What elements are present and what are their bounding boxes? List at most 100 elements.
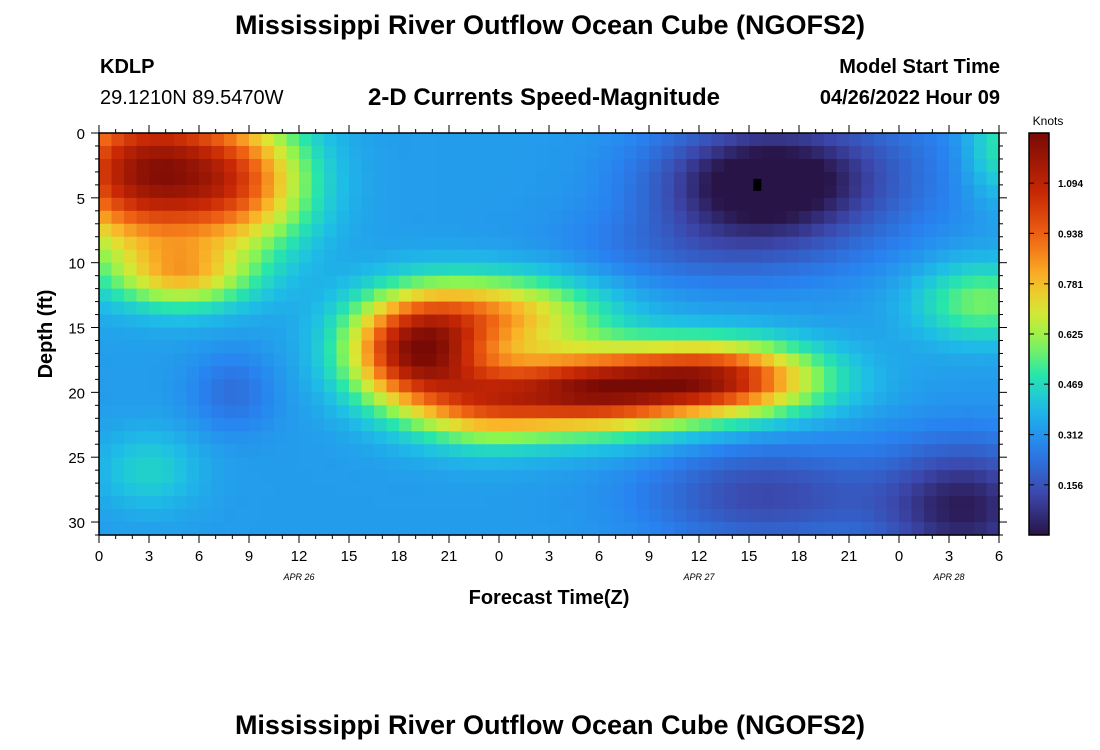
heatmap-cell [749,353,763,368]
heatmap-cell [936,184,950,199]
heatmap-cell [924,353,938,368]
heatmap-cell [399,249,413,264]
heatmap-cell [536,262,550,277]
heatmap-cell [786,496,800,510]
heatmap-cell [774,392,788,406]
heatmap-cell [574,314,588,329]
heatmap-cell [124,522,138,536]
heatmap-cell [674,145,688,160]
heatmap-cell [536,366,550,380]
heatmap-cell [636,470,650,484]
heatmap-cell [924,522,938,536]
heatmap-cell [649,353,663,368]
heatmap-cell [236,418,250,432]
heatmap-cell [99,249,113,264]
heatmap-cell [511,327,525,342]
heatmap-cell [524,210,538,225]
heatmap-cell [774,431,788,445]
heatmap-cell [836,184,850,199]
heatmap-cell [461,470,475,484]
heatmap-cell [486,223,500,238]
heatmap-cell [211,133,225,147]
heatmap-cell [474,496,488,510]
heatmap-cell [436,405,450,419]
heatmap-cell [474,327,488,342]
heatmap-cell [861,288,875,303]
heatmap-cell [849,340,863,355]
heatmap-cell [874,509,888,523]
heatmap-cell [636,457,650,471]
heatmap-cell [761,470,775,484]
heatmap-cell [699,223,713,238]
heatmap-cell [586,223,600,238]
heatmap-cell [386,353,400,368]
heatmap-cell [374,236,388,251]
heatmap-cell [149,483,163,497]
heatmap-cell [449,327,463,342]
heatmap-cell [299,145,313,160]
heatmap-cell [674,133,688,147]
heatmap-cell [449,340,463,355]
heatmap-cell [249,158,263,173]
heatmap-cell [686,483,700,497]
heatmap-cell [161,210,175,225]
heatmap-cell [99,288,113,303]
heatmap-cell [736,262,750,277]
heatmap-cell [149,236,163,251]
heatmap-cell [699,392,713,406]
heatmap-cell [961,392,975,406]
heatmap-cell [899,184,913,199]
heatmap-cell [299,262,313,277]
heatmap-cell [524,249,538,264]
heatmap-cell [449,522,463,536]
heatmap-cell [974,262,988,277]
heatmap-cell [399,470,413,484]
heatmap-cell [299,509,313,523]
heatmap-cell [274,522,288,536]
heatmap-cell [361,236,375,251]
heatmap-cell [261,301,275,316]
heatmap-cell [499,133,513,147]
heatmap-cell [561,236,575,251]
heatmap-cell [811,457,825,471]
heatmap-cell [99,444,113,458]
heatmap-cell [824,379,838,393]
heatmap-cell [124,444,138,458]
heatmap-cell [724,457,738,471]
heatmap-cell [324,379,338,393]
heatmap-cell [311,197,325,212]
heatmap-cell [811,392,825,406]
heatmap-cell [749,301,763,316]
heatmap-cell [924,133,938,147]
heatmap-cell [936,197,950,212]
heatmap-cell [899,288,913,303]
heatmap-cell [261,431,275,445]
heatmap-cell [961,210,975,225]
heatmap-cell [174,288,188,303]
heatmap-cell [136,145,150,160]
heatmap-cell [886,483,900,497]
heatmap-cell [786,327,800,342]
heatmap-cell [336,249,350,264]
heatmap-cell [461,197,475,212]
heatmap-cell [136,236,150,251]
heatmap-cell [486,392,500,406]
heatmap-cell [461,522,475,536]
heatmap-cell [986,249,1000,264]
heatmap-cell [849,249,863,264]
x-tick-label: 0 [495,548,503,565]
heatmap-cell [361,314,375,329]
x-date-label: APR 26 [282,572,314,582]
heatmap-cell [699,145,713,160]
heatmap-cell [249,314,263,329]
heatmap-cell [949,288,963,303]
heatmap-cell [136,314,150,329]
heatmap-cell [574,327,588,342]
heatmap-cell [824,522,838,536]
heatmap-cell [861,133,875,147]
heatmap-cell [299,392,313,406]
heatmap-cell [511,145,525,160]
heatmap-cell [486,171,500,186]
heatmap-cell [661,327,675,342]
heatmap-cell [874,418,888,432]
